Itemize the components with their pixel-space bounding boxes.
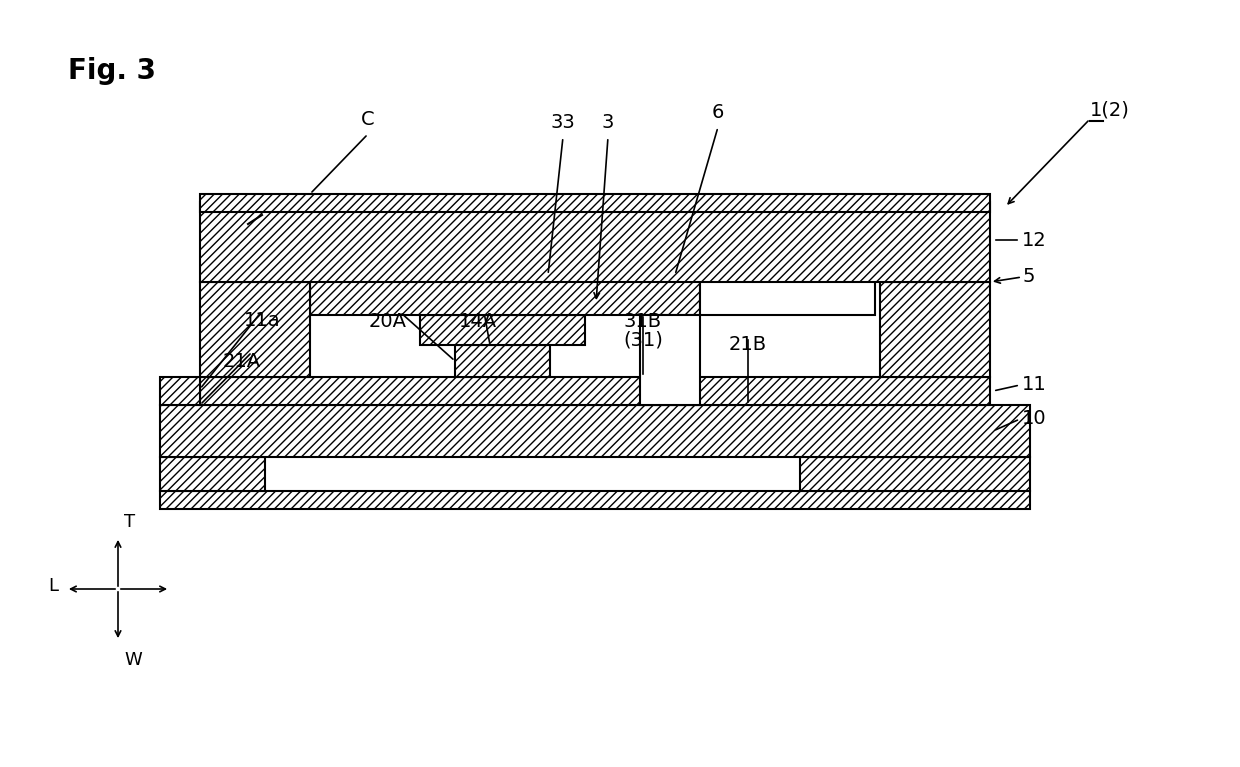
Bar <box>200 194 990 212</box>
Bar <box>701 275 875 315</box>
Bar <box>310 275 701 315</box>
Text: C: C <box>361 110 374 129</box>
Text: 3: 3 <box>601 113 614 132</box>
Bar <box>200 282 310 377</box>
Text: W: W <box>124 651 141 669</box>
Text: T: T <box>124 513 135 531</box>
Text: 12: 12 <box>1022 231 1047 249</box>
Text: 33: 33 <box>551 113 575 132</box>
Text: 21A: 21A <box>223 352 262 371</box>
Bar <box>455 345 551 377</box>
Bar <box>420 315 585 345</box>
Text: 11a: 11a <box>244 311 280 330</box>
Text: 20A: 20A <box>370 312 407 331</box>
Bar <box>160 457 265 491</box>
Text: 31B: 31B <box>624 312 662 331</box>
Bar <box>800 457 1030 491</box>
Bar <box>200 202 990 282</box>
Bar <box>200 377 990 405</box>
Bar <box>160 491 1030 509</box>
Text: (31): (31) <box>622 330 663 349</box>
Bar <box>640 315 701 405</box>
Text: 10: 10 <box>1022 410 1047 429</box>
Text: 11: 11 <box>1022 376 1047 394</box>
Text: L: L <box>48 577 58 595</box>
Text: 5: 5 <box>1022 268 1034 287</box>
Text: 21B: 21B <box>729 335 768 354</box>
Text: 1(2): 1(2) <box>1090 100 1130 119</box>
Bar <box>880 282 990 377</box>
Bar <box>310 263 875 275</box>
Text: Fig. 3: Fig. 3 <box>68 57 156 85</box>
Text: 14A: 14A <box>459 312 497 331</box>
Bar <box>160 377 200 405</box>
Text: 6: 6 <box>712 103 724 122</box>
Bar <box>160 405 1030 457</box>
